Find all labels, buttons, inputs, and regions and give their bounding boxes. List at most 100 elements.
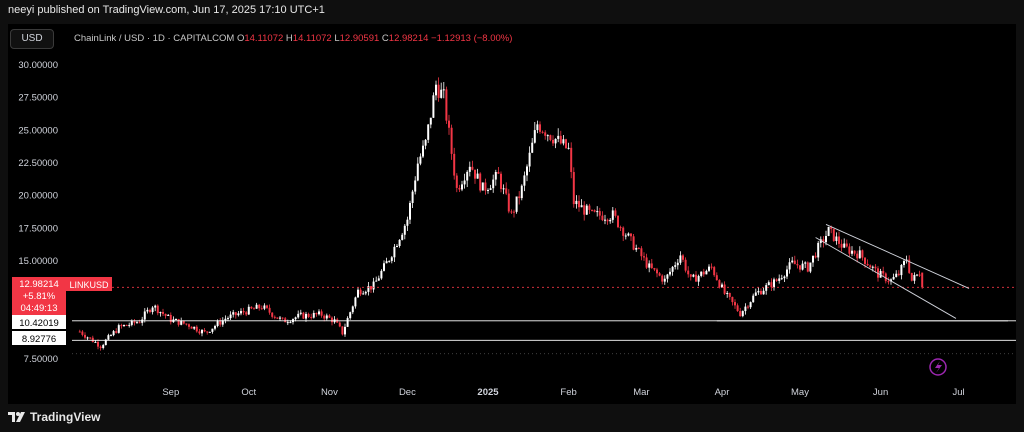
candle-body bbox=[908, 259, 911, 273]
candle-body bbox=[778, 278, 781, 281]
candle-body bbox=[219, 321, 222, 325]
candle-body bbox=[840, 243, 843, 248]
candle-body bbox=[307, 313, 310, 317]
candle-body bbox=[637, 248, 640, 250]
candle-body bbox=[562, 139, 565, 144]
currency-button[interactable]: USD bbox=[10, 29, 54, 49]
candle-body bbox=[679, 255, 682, 263]
candle-body bbox=[708, 266, 710, 271]
candle-body bbox=[700, 271, 703, 276]
candle-body bbox=[401, 234, 404, 240]
candle-body bbox=[375, 280, 378, 282]
candle-body bbox=[286, 322, 289, 324]
y-tick-label: 22.50000 bbox=[18, 158, 58, 169]
candle-body bbox=[814, 255, 817, 258]
candle-body bbox=[523, 175, 526, 186]
candle-body bbox=[864, 257, 866, 264]
candle-body bbox=[536, 124, 539, 131]
candle-body bbox=[697, 275, 700, 282]
candle-body bbox=[429, 117, 432, 125]
candle-body bbox=[835, 236, 838, 241]
candle-body bbox=[838, 236, 840, 244]
symbol-name[interactable]: ChainLink / USD · 1D · CAPITALCOM bbox=[74, 33, 235, 44]
candle-body bbox=[393, 246, 396, 258]
candle-body bbox=[793, 260, 796, 265]
candle-body bbox=[370, 286, 372, 290]
candle-body bbox=[180, 320, 183, 325]
y-tick-label: 30.00000 bbox=[18, 60, 58, 71]
candle-body bbox=[736, 305, 739, 312]
candle-body bbox=[232, 312, 235, 315]
candle-body bbox=[554, 138, 557, 144]
candle-body bbox=[871, 266, 874, 268]
candle-body bbox=[247, 306, 250, 315]
candle-body bbox=[406, 219, 409, 226]
candle-body bbox=[312, 312, 315, 318]
candles-layer bbox=[78, 77, 924, 351]
last-price-tag: 12.98214 +5.81% 04:49:13 LINKUSD bbox=[12, 277, 112, 315]
tradingview-brand[interactable]: TradingView bbox=[8, 410, 100, 424]
candle-body bbox=[601, 215, 604, 221]
brand-name: TradingView bbox=[30, 410, 101, 424]
candle-body bbox=[692, 274, 695, 277]
candle-body bbox=[162, 311, 164, 314]
candle-body bbox=[507, 193, 510, 212]
candle-body bbox=[479, 173, 482, 191]
candle-body bbox=[310, 316, 313, 318]
candle-body bbox=[721, 284, 723, 288]
candle-body bbox=[297, 313, 300, 318]
candle-body bbox=[682, 255, 684, 260]
candle-body bbox=[832, 228, 835, 241]
candle-body bbox=[866, 263, 869, 266]
lightning-icon[interactable] bbox=[929, 358, 947, 376]
candle-body bbox=[617, 215, 619, 228]
trendline[interactable] bbox=[815, 237, 957, 319]
candle-body bbox=[185, 323, 188, 325]
candle-body bbox=[476, 173, 479, 179]
candle-body bbox=[302, 312, 305, 319]
candle-body bbox=[112, 331, 115, 336]
candle-body bbox=[565, 139, 567, 149]
candle-body bbox=[624, 235, 627, 237]
candle-body bbox=[156, 305, 159, 314]
high-label: H bbox=[285, 33, 293, 44]
candle-body bbox=[900, 264, 903, 276]
annotations-layer bbox=[72, 223, 1016, 355]
candle-body bbox=[237, 313, 240, 316]
candle-body bbox=[255, 304, 258, 309]
candle-body bbox=[796, 264, 799, 266]
candle-body bbox=[427, 124, 430, 140]
candle-body bbox=[674, 265, 677, 267]
candle-body bbox=[658, 273, 661, 276]
candle-body bbox=[897, 273, 900, 276]
candle-body bbox=[242, 311, 245, 313]
support-tag-1: 10.42019 bbox=[12, 315, 66, 329]
candle-body bbox=[570, 147, 573, 173]
support-2-value: 8.92776 bbox=[22, 334, 56, 345]
candle-body bbox=[188, 324, 190, 327]
candle-body bbox=[390, 257, 393, 261]
candle-body bbox=[559, 135, 562, 144]
candle-body bbox=[169, 314, 172, 323]
y-tick-label: 27.50000 bbox=[18, 93, 58, 104]
candle-body bbox=[325, 315, 328, 319]
candle-body bbox=[848, 246, 851, 254]
candle-body bbox=[713, 267, 716, 276]
candle-body bbox=[349, 312, 352, 319]
candle-body bbox=[84, 334, 86, 338]
candle-body bbox=[630, 233, 632, 237]
candle-body bbox=[775, 279, 778, 281]
candle-body bbox=[437, 84, 440, 98]
candle-body bbox=[791, 260, 794, 263]
trendline[interactable] bbox=[825, 223, 970, 289]
candle-body bbox=[136, 322, 138, 324]
high-value: 14.11072 bbox=[292, 33, 332, 44]
candle-body bbox=[853, 250, 856, 254]
candle-body bbox=[453, 153, 456, 176]
candle-body bbox=[666, 274, 669, 279]
candle-body bbox=[130, 320, 133, 325]
candle-body bbox=[208, 331, 211, 333]
candle-body bbox=[206, 331, 209, 333]
candle-body bbox=[544, 132, 547, 136]
